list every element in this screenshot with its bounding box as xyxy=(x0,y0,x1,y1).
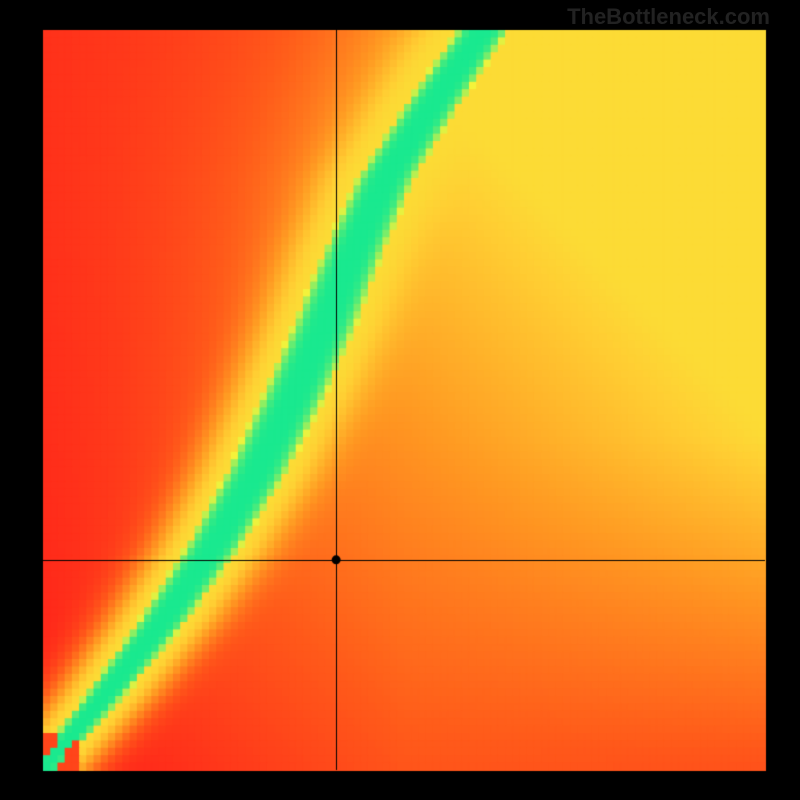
figure-container: TheBottleneck.com xyxy=(0,0,800,800)
heatmap-canvas xyxy=(0,0,800,800)
attribution-label: TheBottleneck.com xyxy=(567,4,770,30)
